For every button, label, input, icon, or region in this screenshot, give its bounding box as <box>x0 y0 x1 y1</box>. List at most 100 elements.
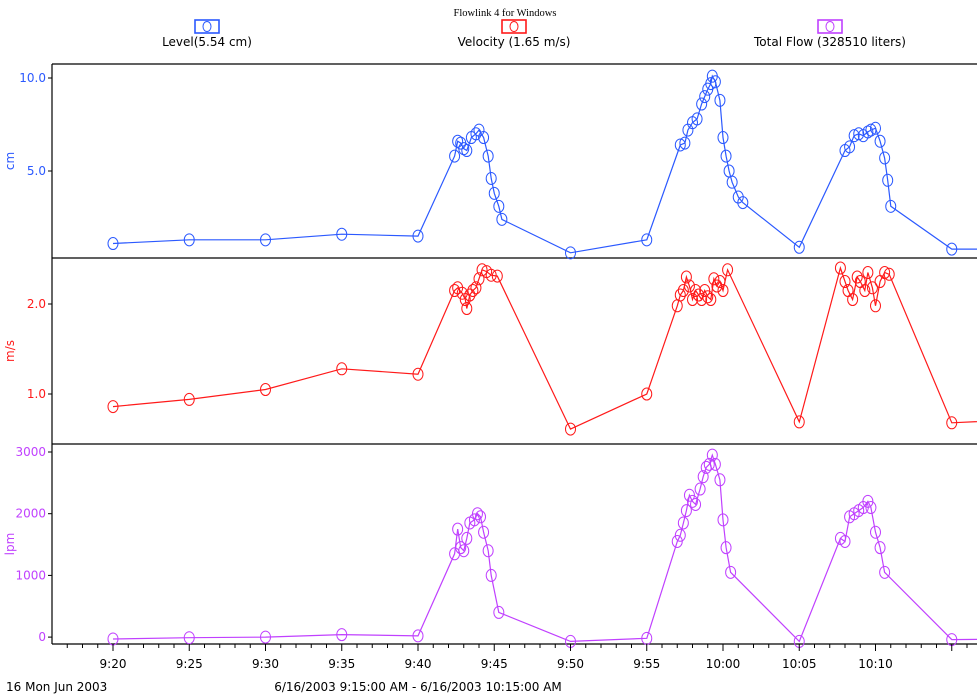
point-total-flow-26 <box>690 497 702 511</box>
point-velocity-0 <box>107 400 119 414</box>
point-level-36 <box>726 175 738 189</box>
point-total-flow-46 <box>870 525 881 539</box>
point-level-11 <box>470 127 482 141</box>
point-total-flow-21 <box>674 528 686 542</box>
legend-item-level: Level(5.54 cm) <box>162 19 252 49</box>
point-velocity-28 <box>696 293 708 306</box>
point-level-43 <box>853 127 865 141</box>
xtick-label-0: 9:20 <box>100 657 127 671</box>
point-level-25 <box>691 112 703 126</box>
point-velocity-17 <box>491 269 503 283</box>
point-velocity-35 <box>717 284 729 297</box>
point-level-16 <box>488 186 500 200</box>
point-level-34 <box>720 149 732 163</box>
series-line-total-flow <box>112 453 977 643</box>
point-total-flow-47 <box>874 541 886 555</box>
point-level-35 <box>723 164 735 178</box>
point-level-42 <box>848 129 860 143</box>
point-level-39 <box>793 240 805 254</box>
point-total-flow-25 <box>687 494 698 508</box>
point-total-flow-27 <box>694 482 706 496</box>
point-total-flow-9 <box>461 531 473 545</box>
point-total-flow-45 <box>865 501 877 515</box>
point-level-1 <box>183 233 195 247</box>
point-velocity-5 <box>449 284 461 297</box>
point-level-2 <box>260 233 271 247</box>
point-velocity-11 <box>467 284 479 297</box>
date-label: 16 Mon Jun 2003 <box>6 680 107 694</box>
point-velocity-24 <box>683 279 695 293</box>
series-line-level <box>112 74 977 254</box>
point-level-51 <box>885 199 897 213</box>
point-total-flow-1 <box>183 631 195 645</box>
ylabel-level: cm <box>3 152 17 170</box>
point-velocity-45 <box>862 266 874 279</box>
xtick-label-1: 9:25 <box>176 657 203 671</box>
point-total-flow-44 <box>862 494 874 508</box>
ytick-label-velocity-0: 2.0 <box>27 297 46 311</box>
point-total-flow-33 <box>714 473 726 487</box>
point-velocity-36 <box>722 263 734 277</box>
xtick-label-6: 9:50 <box>557 657 584 671</box>
point-velocity-2 <box>260 383 271 396</box>
ytick-label-level-0: 10.0 <box>19 71 46 85</box>
point-level-0 <box>107 237 119 251</box>
point-velocity-13 <box>473 272 485 286</box>
x-axis: 9:20 9:25 9:30 9:35 9:40 9:45 9:50 9:55 10:00 10:… <box>66 644 968 671</box>
panel-level: 10.0 5.0 cm <box>3 69 977 260</box>
point-level-41 <box>844 140 856 154</box>
point-level-50 <box>882 173 894 187</box>
point-velocity-1 <box>183 392 195 406</box>
point-total-flow-13 <box>475 510 487 524</box>
point-level-27 <box>699 90 711 104</box>
point-velocity-26 <box>690 284 702 297</box>
point-total-flow-23 <box>680 504 692 518</box>
xtick-label-8: 10:00 <box>706 657 741 671</box>
point-level-49 <box>879 151 891 165</box>
point-total-flow-14 <box>478 525 490 539</box>
point-total-flow-19 <box>641 631 653 645</box>
legend-item-total-flow: Total Flow (328510 liters) <box>753 19 906 49</box>
point-velocity-31 <box>705 293 717 306</box>
point-velocity-25 <box>687 293 698 306</box>
legend-label-level: Level(5.54 cm) <box>162 35 252 49</box>
xtick-label-7: 9:55 <box>633 657 660 671</box>
point-velocity-44 <box>859 284 871 297</box>
xtick-label-10: 10:10 <box>858 657 893 671</box>
point-velocity-12 <box>470 281 482 295</box>
xtick-label-9: 10:05 <box>782 657 817 671</box>
point-velocity-20 <box>671 299 683 313</box>
point-velocity-46 <box>866 281 878 295</box>
point-level-38 <box>737 196 749 210</box>
ytick-label-total-flow-2: 1000 <box>15 568 46 582</box>
point-total-flow-36 <box>725 565 737 579</box>
point-level-18 <box>496 212 508 226</box>
point-level-14 <box>482 149 494 163</box>
xtick-label-4: 9:40 <box>405 657 432 671</box>
point-velocity-42 <box>851 270 863 284</box>
point-velocity-10 <box>464 288 476 302</box>
panel-total-flow: 3000 2000 1000 0 lpm <box>3 445 977 648</box>
ytick-label-total-flow-0: 3000 <box>15 445 46 459</box>
point-velocity-27 <box>693 288 705 302</box>
point-total-flow-20 <box>671 534 683 548</box>
point-level-22 <box>679 136 691 150</box>
point-level-15 <box>485 171 497 185</box>
point-velocity-50 <box>883 267 895 281</box>
point-total-flow-30 <box>703 457 715 471</box>
point-level-21 <box>674 138 686 152</box>
point-velocity-37 <box>793 415 805 429</box>
point-velocity-19 <box>641 387 653 401</box>
point-velocity-32 <box>708 272 720 286</box>
point-total-flow-34 <box>717 513 729 527</box>
point-level-9 <box>461 144 473 158</box>
point-total-flow-48 <box>879 565 891 579</box>
point-level-19 <box>565 246 576 260</box>
chart-title: Flowlink 4 for Windows <box>454 8 557 19</box>
point-total-flow-24 <box>683 488 695 502</box>
point-total-flow-31 <box>706 448 718 462</box>
point-total-flow-12 <box>471 507 483 521</box>
point-velocity-14 <box>476 263 488 277</box>
point-level-17 <box>493 199 505 213</box>
